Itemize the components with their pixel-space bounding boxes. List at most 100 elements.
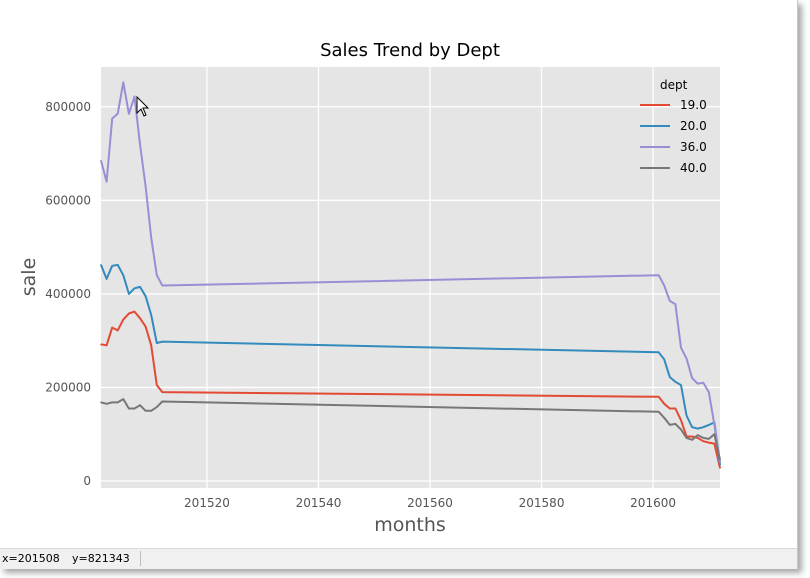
chart-canvas[interactable]: 201520 201540 201560 201580 201600 0 200000 400… [0,0,797,548]
x-coordinate-readout: x=201508 [2,552,60,565]
data-point [674,381,677,383]
data-point [691,426,693,428]
data-point [105,403,108,405]
data-point [111,401,113,404]
y-tick-label: 400000 [45,287,91,301]
data-point [702,381,705,384]
mouse-cursor-icon [136,95,150,117]
data-point [150,314,152,316]
x-axis-label: months [374,514,446,536]
data-point [696,434,699,436]
data-point [719,463,721,466]
data-point [105,180,108,183]
data-point [657,410,660,413]
x-tick-label: 201580 [519,496,565,510]
data-point [128,293,130,295]
data-point [105,344,108,347]
data-point [669,407,671,410]
data-point [713,424,716,426]
data-point [657,395,660,398]
data-point [155,342,158,344]
data-point [144,325,147,328]
data-point [122,398,125,400]
data-point [713,433,716,436]
data-point [685,414,688,417]
series-lines [100,81,721,469]
plot-area [101,67,720,488]
status-bar: x=201508 y=821343 [0,548,797,569]
data-point [111,326,113,329]
data-point [150,344,152,347]
data-point [116,264,119,266]
series-line-20.0 [100,263,721,465]
data-point [100,159,102,162]
data-point [105,278,108,280]
data-point [691,377,693,379]
data-point [144,410,147,412]
data-point [702,437,705,439]
data-point [669,424,671,426]
data-point [161,400,164,403]
data-point [663,417,666,419]
x-tick-label: 201520 [184,496,230,510]
data-point [663,284,666,287]
data-point [116,401,119,404]
data-point [116,329,119,332]
data-point [155,274,158,276]
data-point [111,117,113,120]
data-point [696,382,699,385]
x-tick-label: 201560 [407,496,453,510]
data-point [100,343,102,346]
data-point [133,95,136,98]
data-point [669,376,671,378]
data-point [680,346,682,349]
data-point [719,467,721,469]
data-point [708,441,710,444]
data-point [122,274,125,276]
data-point [100,401,102,404]
data-point [663,403,666,405]
data-point [161,284,164,287]
data-point [713,442,716,445]
tick-labels: 201520 201540 201560 201580 201600 0 200000 400… [45,100,676,510]
data-point [674,303,677,305]
data-point [133,407,136,410]
series-line-19.0 [100,310,721,469]
grid-lines [101,67,720,488]
series-line-36.0 [100,81,721,463]
data-point [128,407,130,410]
chart-title: Sales Trend by Dept [320,40,500,61]
y-tick-label: 0 [83,474,91,488]
data-point [100,264,102,266]
legend-label: 19.0 [680,98,707,112]
data-point [657,351,660,354]
data-point [657,274,660,276]
data-point [116,112,119,115]
data-point [155,384,158,386]
data-point [150,236,152,239]
data-point [685,437,688,439]
data-point [708,438,710,440]
data-point [680,384,682,386]
data-point [669,300,671,302]
data-point [144,185,147,188]
data-point [696,427,699,430]
data-point [139,404,141,407]
data-point [161,340,164,343]
series-line-40.0 [100,398,721,461]
data-point [155,406,158,408]
data-point [111,265,113,267]
data-point [708,424,710,426]
data-point [691,439,693,441]
data-point [719,461,721,464]
data-point [128,312,130,315]
y-tick-label: 800000 [45,100,91,114]
status-divider [140,551,141,566]
data-point [122,81,125,84]
data-point [708,391,710,393]
legend-label: 20.0 [680,119,707,133]
data-point [680,419,682,421]
data-point [691,435,693,438]
y-axis-label: sale [18,258,40,297]
legend-label: 40.0 [680,161,707,175]
